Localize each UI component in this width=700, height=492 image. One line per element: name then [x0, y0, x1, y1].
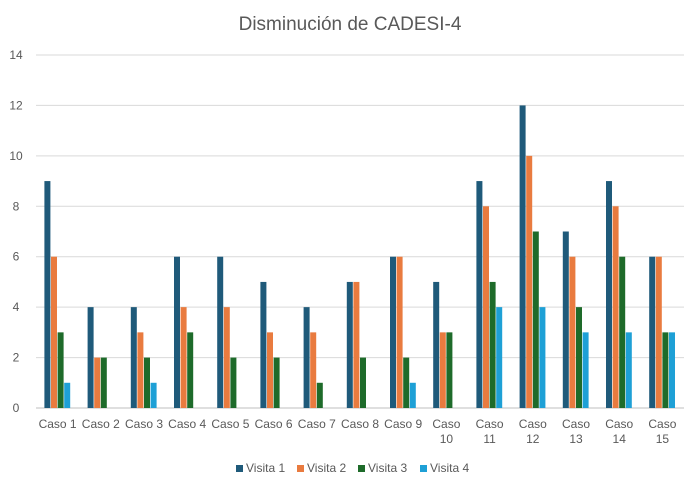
y-axis: 0 2 4 6 8 10 12 14 [9, 48, 23, 415]
bar-visita-1 [433, 281, 440, 408]
x-tick-label: Caso 11 [476, 417, 504, 446]
bar-visita-3 [57, 332, 64, 408]
bar-visita-4 [496, 307, 503, 408]
bar-visita-4 [582, 332, 589, 408]
bar-visita-2 [180, 307, 187, 408]
bar-visita-2 [51, 256, 57, 408]
bar-visita-3 [187, 332, 194, 408]
bar-visita-2 [396, 256, 403, 408]
x-tick-label: Caso 1 [39, 417, 77, 431]
bar-visita-2 [612, 206, 619, 408]
bar-visita-3 [403, 357, 410, 408]
legend-swatch [236, 465, 243, 472]
bar-visita-4 [150, 382, 157, 408]
legend-label: Visita 2 [307, 461, 346, 475]
bar-visita-1 [649, 256, 656, 408]
bar-visita-1 [346, 281, 353, 408]
bar-visita-3 [446, 332, 453, 408]
bar-visita-1 [174, 256, 180, 408]
bar-visita-2 [267, 332, 273, 408]
y-tick-label: 4 [13, 300, 20, 314]
x-tick-label: Caso 7 [298, 417, 336, 431]
bar-visita-1 [519, 105, 526, 408]
legend: Visita 1 Visita 2 Visita 3 Visita 4 [236, 461, 469, 475]
legend-swatch [297, 465, 304, 472]
x-tick-label: Caso 13 [562, 417, 590, 446]
y-tick-label: 0 [13, 401, 20, 415]
bar-visita-3 [144, 357, 150, 408]
bar-visita-3 [273, 357, 280, 408]
x-tick-label: Caso 2 [82, 417, 120, 431]
y-tick-label: 12 [9, 98, 23, 112]
bar-visita-3 [662, 332, 669, 408]
x-tick-label: Caso 8 [341, 417, 379, 431]
y-tick-label: 14 [9, 48, 23, 62]
bar-visita-2 [223, 307, 230, 408]
bar-visita-2 [94, 357, 101, 408]
bar-visita-4 [669, 332, 675, 408]
bar-visita-2 [310, 332, 317, 408]
bar-visita-2 [526, 155, 533, 408]
x-tick-label: Caso 5 [211, 417, 249, 431]
legend-label: Visita 1 [246, 461, 285, 475]
bar-visita-2 [137, 332, 144, 408]
x-axis: Caso 1 Caso 2 Caso 3 Caso 4 Caso 5 Caso 6 Caso… [39, 417, 677, 446]
bar-visita-2 [353, 281, 360, 408]
y-tick-label: 6 [13, 250, 20, 264]
x-tick-label: Caso 3 [125, 417, 163, 431]
bar-visita-1 [562, 231, 569, 408]
bar-visita-3 [489, 281, 496, 408]
bars [44, 105, 675, 408]
bar-visita-1 [303, 307, 310, 408]
bar-visita-2 [569, 256, 576, 408]
bar-visita-2 [439, 332, 446, 408]
bar-visita-3 [576, 307, 582, 408]
bar-visita-4 [409, 382, 416, 408]
x-tick-label: Caso 4 [168, 417, 206, 431]
x-tick-label: Caso 10 [432, 417, 460, 446]
bar-visita-4 [539, 307, 546, 408]
bar-visita-3 [532, 231, 539, 408]
legend-label: Visita 3 [368, 461, 407, 475]
bar-visita-3 [316, 382, 323, 408]
bar-visita-1 [476, 181, 483, 408]
bar-visita-2 [655, 256, 662, 408]
legend-swatch [358, 465, 365, 472]
bar-visita-1 [130, 307, 137, 408]
bar-visita-3 [360, 357, 366, 408]
chart-title: Disminución de CADESI-4 [239, 14, 462, 35]
bar-visita-4 [625, 332, 632, 408]
x-tick-label: Caso 15 [648, 417, 676, 446]
bar-visita-3 [619, 256, 626, 408]
bar-visita-2 [483, 206, 489, 408]
x-tick-label: Caso 9 [384, 417, 422, 431]
bar-visita-3 [100, 357, 107, 408]
bar-visita-4 [64, 382, 71, 408]
bar-visita-1 [606, 181, 612, 408]
bar-visita-1 [87, 307, 94, 408]
x-tick-label: Caso 12 [519, 417, 547, 446]
y-tick-label: 10 [9, 149, 23, 163]
y-tick-label: 8 [13, 199, 20, 213]
y-tick-label: 2 [13, 351, 20, 365]
bar-visita-3 [230, 357, 237, 408]
x-tick-label: Caso 6 [255, 417, 293, 431]
bar-visita-1 [44, 181, 51, 408]
x-tick-label: Caso 14 [605, 417, 633, 446]
legend-swatch [420, 465, 427, 472]
bar-visita-1 [260, 281, 267, 408]
bar-visita-1 [390, 256, 396, 408]
bar-visita-1 [217, 256, 224, 408]
legend-label: Visita 4 [430, 461, 469, 475]
